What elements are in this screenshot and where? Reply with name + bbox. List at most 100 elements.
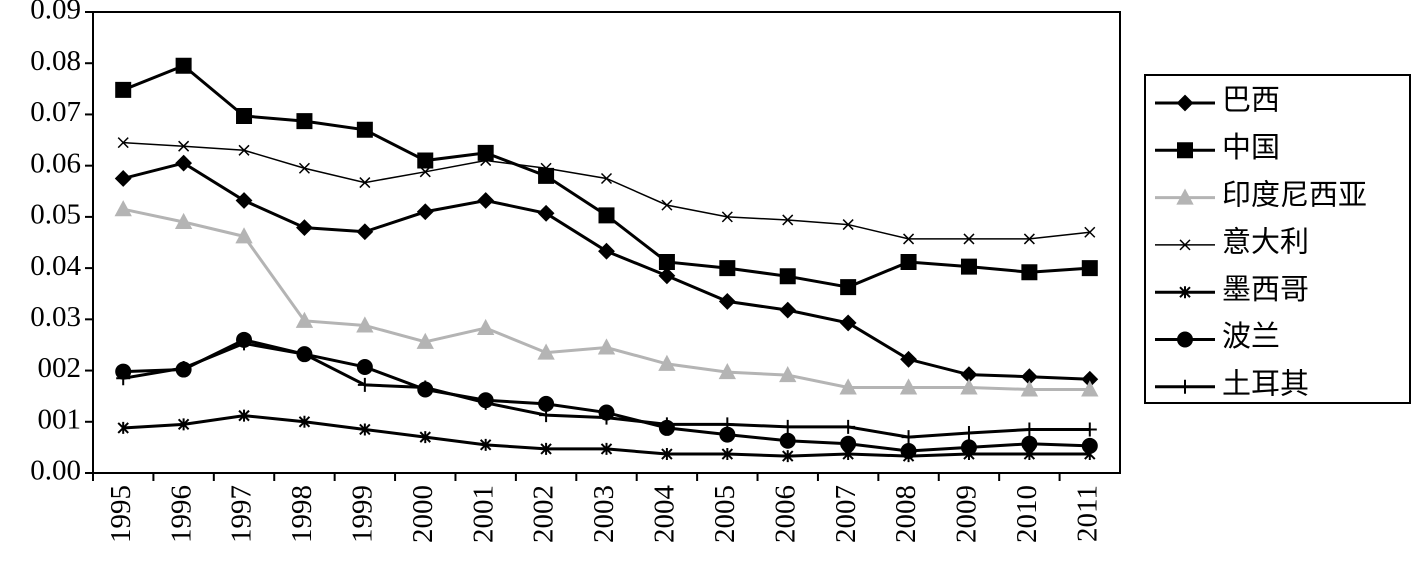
marker — [840, 435, 857, 452]
marker — [903, 233, 915, 245]
marker — [900, 350, 917, 368]
x-tick-label: 2004 — [649, 485, 681, 544]
marker — [779, 268, 796, 285]
marker — [1177, 331, 1194, 348]
legend-label: 印度尼西亚 — [1222, 178, 1367, 211]
x-tick-label: 2010 — [1011, 485, 1043, 543]
marker — [900, 253, 917, 270]
marker — [235, 192, 253, 209]
series-line — [122, 207, 1090, 392]
marker — [478, 395, 493, 410]
x-tick-label: 1998 — [286, 485, 318, 543]
marker — [116, 371, 131, 386]
marker — [661, 448, 673, 461]
marker — [356, 121, 373, 138]
marker — [357, 377, 372, 392]
x-tick-label: 1996 — [165, 485, 197, 543]
marker — [479, 438, 492, 451]
marker — [235, 227, 253, 244]
marker — [779, 366, 797, 383]
marker — [661, 199, 673, 211]
x-tick-label: 2003 — [588, 485, 620, 543]
series-line — [123, 141, 1090, 240]
marker — [598, 242, 615, 260]
marker — [721, 211, 733, 223]
y-tick-label: 001 — [38, 403, 82, 435]
y-tick-label: 0.05 — [30, 199, 81, 231]
marker — [1176, 188, 1194, 205]
marker — [538, 167, 555, 184]
legend-box — [1144, 74, 1411, 404]
marker — [960, 258, 977, 275]
marker — [540, 162, 552, 174]
marker — [537, 343, 555, 360]
marker — [1022, 422, 1037, 437]
x-tick-label: 2005 — [709, 485, 741, 543]
marker — [1179, 286, 1191, 299]
marker — [298, 162, 310, 174]
marker — [1021, 264, 1038, 281]
x-tick-label: 2006 — [769, 485, 801, 543]
marker — [779, 432, 796, 449]
marker — [419, 431, 431, 444]
marker — [298, 415, 311, 428]
marker — [1081, 260, 1098, 277]
marker — [539, 408, 554, 423]
marker — [295, 311, 314, 328]
marker — [718, 362, 736, 380]
y-tick-label: 0.04 — [30, 250, 81, 282]
legend-label: 意大利 — [1222, 226, 1309, 259]
marker — [659, 417, 674, 432]
marker — [416, 332, 434, 349]
x-tick-label: 2011 — [1071, 485, 1103, 542]
x-tick-label: 2007 — [830, 485, 862, 543]
marker — [175, 154, 193, 172]
marker — [782, 450, 794, 463]
marker — [359, 177, 371, 189]
marker — [782, 214, 794, 226]
marker — [842, 219, 854, 231]
marker — [899, 378, 918, 395]
marker — [296, 219, 313, 237]
x-tick-label: 1997 — [226, 485, 258, 543]
y-tick-label: 0.06 — [30, 147, 81, 179]
legend-label: 土耳其 — [1222, 367, 1309, 400]
marker — [1081, 437, 1098, 454]
marker — [721, 448, 734, 461]
marker — [600, 442, 613, 455]
x-tick-label: 2008 — [890, 485, 922, 543]
marker — [599, 410, 614, 425]
marker — [176, 360, 191, 375]
marker — [238, 144, 250, 156]
marker — [1177, 142, 1193, 159]
marker — [960, 378, 978, 395]
legend-label: 波兰 — [1222, 320, 1280, 353]
marker — [537, 204, 555, 222]
marker — [1021, 435, 1038, 452]
marker — [177, 418, 190, 431]
marker — [117, 137, 129, 149]
marker — [597, 338, 616, 355]
marker — [901, 430, 916, 445]
marker — [174, 212, 193, 230]
marker — [1082, 422, 1097, 437]
x-tick-label: 2001 — [467, 485, 499, 543]
marker — [1020, 380, 1039, 397]
marker — [359, 423, 371, 436]
marker — [598, 207, 615, 224]
marker — [658, 267, 676, 285]
marker — [540, 442, 552, 455]
marker — [1178, 379, 1192, 394]
marker — [117, 421, 129, 434]
marker — [1081, 380, 1099, 397]
marker — [419, 166, 431, 178]
marker — [1084, 226, 1096, 238]
marker — [236, 107, 253, 124]
marker — [417, 152, 434, 169]
marker — [416, 203, 434, 221]
legend-label: 中国 — [1222, 131, 1280, 164]
plot-frame — [92, 11, 1121, 474]
marker — [839, 314, 857, 332]
marker — [418, 380, 433, 395]
